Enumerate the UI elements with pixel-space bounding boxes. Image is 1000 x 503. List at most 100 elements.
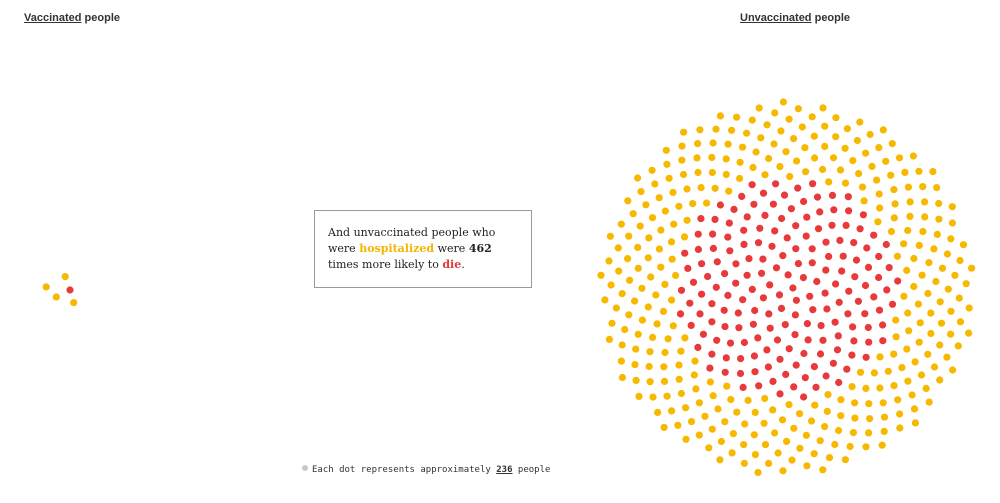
died-dot <box>810 363 819 371</box>
hospitalized-dot <box>70 299 78 307</box>
hospitalized-dot <box>846 442 854 451</box>
hospitalized-dot <box>776 163 784 171</box>
died-dot <box>776 390 784 398</box>
hospitalized-dot <box>927 309 935 317</box>
unvaccinated-dot-cluster <box>597 98 976 477</box>
vaccinated-link[interactable]: Vaccinated <box>24 12 82 24</box>
hospitalized-dot <box>893 252 902 260</box>
hospitalized-dot <box>915 167 923 175</box>
hospitalized-dot <box>968 264 976 272</box>
hospitalized-dot <box>618 290 626 298</box>
died-dot <box>883 286 891 294</box>
hospitalized-dot <box>649 333 657 341</box>
hospitalized-dot <box>695 399 704 407</box>
died-dot <box>754 239 763 247</box>
hospitalized-dot <box>933 230 941 238</box>
hospitalized-dot <box>790 424 798 432</box>
died-dot <box>751 368 759 376</box>
hospitalized-dot <box>761 441 770 449</box>
hospitalized-dot <box>42 283 50 291</box>
hospitalized-dot <box>614 244 622 252</box>
hospitalized-dot <box>708 425 716 433</box>
died-dot <box>750 352 759 360</box>
hospitalized-dot <box>924 350 932 358</box>
hospitalized-dot <box>657 226 665 234</box>
died-dot <box>828 191 837 199</box>
hospitalized-dot <box>798 123 806 131</box>
died-dot <box>804 336 812 344</box>
hospitalized-dot <box>841 456 850 464</box>
died-dot <box>813 277 821 286</box>
unvaccinated-link[interactable]: Unvaccinated <box>740 12 812 24</box>
hospitalized-dot <box>697 184 705 192</box>
hospitalized-dot <box>605 257 613 265</box>
hospitalized-dot <box>740 441 748 449</box>
hospitalized-dot <box>637 188 645 196</box>
hospitalized-dot <box>856 118 864 126</box>
hospitalized-dot <box>625 311 633 319</box>
hospitalized-dot <box>932 277 940 286</box>
hospitalized-dot <box>706 378 715 386</box>
hospitalized-dot <box>655 245 664 253</box>
hospitalized-dot <box>751 451 760 459</box>
hospitalized-dot <box>802 431 811 439</box>
died-dot <box>775 291 784 299</box>
died-dot <box>791 311 800 319</box>
hospitalized-dot <box>618 373 627 382</box>
hospitalized-dot <box>777 127 785 135</box>
died-dot <box>882 240 890 249</box>
hospitalized-dot <box>661 280 669 288</box>
hospitalized-dot <box>825 454 834 462</box>
hospitalized-dot <box>782 148 790 156</box>
people-per-dot[interactable]: 236 <box>496 465 513 475</box>
died-dot <box>792 361 800 369</box>
hospitalized-dot <box>669 188 677 196</box>
hospitalized-dot <box>924 289 932 298</box>
hospitalized-dot <box>910 254 918 263</box>
hospitalized-dot <box>811 401 819 409</box>
hospitalized-dot <box>670 220 678 228</box>
died-dot <box>822 266 830 274</box>
died-dot <box>808 259 816 267</box>
died-dot <box>735 324 743 332</box>
died-dot <box>768 242 776 250</box>
hospitalized-dot <box>851 414 859 422</box>
hospitalized-dot <box>821 142 829 150</box>
hospitalized-dot <box>935 215 943 223</box>
hospitalized-dot <box>771 429 779 437</box>
hospitalized-dot <box>832 114 840 122</box>
hospitalized-dot <box>876 204 884 212</box>
hospitalized-dot <box>816 437 824 445</box>
died-dot <box>792 222 800 230</box>
died-dot <box>806 292 814 300</box>
hospitalized-dot <box>723 382 731 390</box>
hospitalized-dot <box>624 197 632 205</box>
hospitalized-dot <box>750 431 758 439</box>
hospitalized-dot <box>860 197 868 205</box>
died-dot <box>750 200 758 208</box>
died-dot <box>850 239 858 247</box>
hospitalized-dot <box>770 140 778 148</box>
hospitalized-dot <box>631 361 639 369</box>
died-dot <box>759 189 768 197</box>
died-dot <box>885 264 893 272</box>
died-dot <box>809 180 817 188</box>
died-dot <box>819 336 827 344</box>
hospitalized-dot <box>672 271 680 280</box>
hospitalized-dot <box>646 378 654 386</box>
died-dot <box>716 201 725 209</box>
died-dot <box>722 354 730 362</box>
hospitalized-dot <box>783 437 791 445</box>
hospitalized-dot <box>927 329 935 338</box>
died-dot <box>812 383 820 391</box>
died-dot <box>745 255 753 263</box>
hospitalized-dot <box>935 199 943 208</box>
died-dot <box>781 321 789 329</box>
hospitalized-dot <box>884 367 892 375</box>
died-dot <box>792 245 800 253</box>
died-dot <box>832 280 840 288</box>
hospitalized-dot <box>774 449 782 457</box>
died-dot <box>772 264 781 272</box>
hospitalized-dot <box>853 136 862 145</box>
hospitalized-dot <box>755 104 763 112</box>
